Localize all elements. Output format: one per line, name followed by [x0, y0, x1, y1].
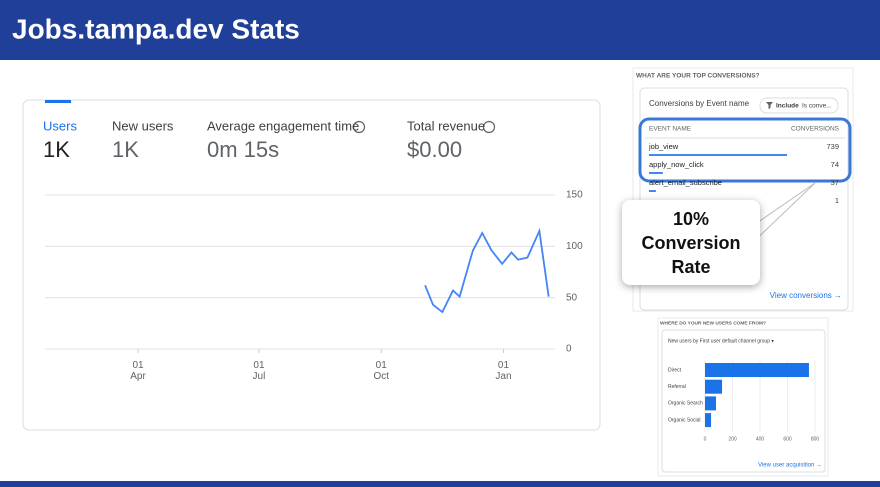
callout: 10% Conversion Rate: [622, 200, 760, 285]
x-tick-label: 200: [728, 436, 737, 442]
metric-label: Total revenue: [407, 118, 485, 133]
x-tick-label: 600: [783, 436, 792, 442]
x-tick-label: 01 Oct: [373, 360, 389, 382]
event-count: 74: [831, 160, 839, 169]
metric-label: Average engagement time: [207, 118, 359, 133]
line-series: [424, 227, 550, 314]
metric-label: Users: [43, 118, 77, 133]
event-bar: [649, 172, 663, 174]
tab-indicator: [45, 100, 71, 103]
category-label: Referral: [668, 384, 686, 390]
filter-value: Is conve...: [802, 103, 832, 110]
event-bar: [649, 190, 656, 192]
y-tick-label: 0: [566, 344, 572, 355]
metric-label: New users: [112, 118, 174, 133]
x-tick-label: 01 Jul: [252, 360, 266, 382]
x-tick-label: 01 Jan: [495, 360, 512, 382]
filter-chip[interactable]: [759, 97, 839, 114]
category-label: Organic Search: [668, 401, 703, 407]
panel-heading: WHERE DO YOUR NEW USERS COME FROM?: [660, 320, 766, 326]
overview-card: [22, 99, 601, 431]
footer-bar: [0, 481, 880, 487]
bar: [705, 363, 809, 377]
bar: [705, 396, 716, 411]
callout-line: 10%: [672, 208, 710, 229]
column-header: EVENT NAME: [649, 126, 692, 133]
callout-line: Conversion: [641, 232, 741, 253]
panel-heading: WHAT ARE YOUR TOP CONVERSIONS?: [636, 73, 760, 80]
column-header: CONVERSIONS: [791, 126, 840, 133]
callout-line: Rate: [671, 256, 711, 277]
x-tick-label: 400: [756, 436, 765, 442]
card-title: Conversions by Event name: [649, 99, 750, 108]
event-bar: [649, 154, 787, 156]
slide-title: Jobs.tampa.dev Stats: [12, 13, 300, 44]
metric-value: 0m 15s: [207, 137, 279, 162]
y-tick-label: 50: [566, 292, 578, 303]
x-tick-label: 0: [704, 436, 707, 442]
metric-value: 1K: [112, 137, 139, 162]
link[interactable]: View conversions →: [770, 291, 842, 300]
bar: [705, 379, 723, 394]
x-tick-label: 800: [811, 436, 820, 442]
y-tick-label: 150: [566, 190, 583, 201]
event-name: apply_now_click: [649, 160, 704, 169]
link[interactable]: View user acquisition →: [758, 463, 822, 469]
x-tick-label: 01 Apr: [130, 360, 146, 382]
filter-icon: [766, 102, 773, 109]
event-name: job_view: [648, 142, 679, 151]
event-count: 37: [831, 178, 839, 187]
highlight-box: [638, 117, 852, 183]
metric-value: $0.00: [407, 137, 462, 162]
y-tick-label: 100: [566, 241, 583, 252]
event-name: alert_email_subscribe: [649, 178, 722, 187]
filter-label: Include: [776, 103, 799, 110]
metric-value: 1K: [43, 137, 70, 162]
event-count: 1: [835, 196, 839, 205]
header-bar: [0, 0, 880, 60]
category-label: Organic Social: [668, 417, 701, 423]
chart-title: New users by First user default channel …: [668, 338, 774, 344]
category-label: Direct: [668, 367, 682, 373]
event-count: 739: [826, 142, 839, 151]
help-icons: [352, 120, 496, 134]
bar: [705, 413, 712, 428]
